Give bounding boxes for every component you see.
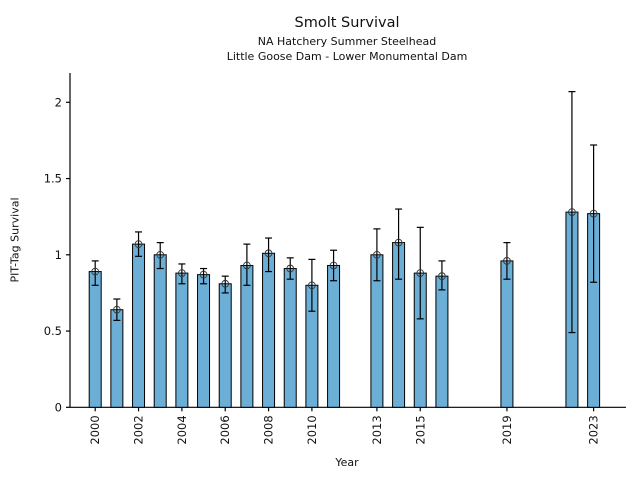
x-tick-label-2019: 2019 [500,415,514,444]
x-tick-label-2008: 2008 [262,415,276,444]
bar-2005 [197,274,211,408]
marker-2015 [416,269,425,277]
x-tick-label-2006: 2006 [218,415,232,444]
marker-2019 [503,257,511,265]
y-tick-label-0.5: 0.5 [44,324,62,338]
bar-2003 [153,254,167,408]
bar-2009 [283,268,297,408]
x-tick-label-2010: 2010 [305,415,319,444]
x-tick-label-2004: 2004 [175,415,189,444]
bar-2008 [262,252,276,408]
marker-2023 [589,209,598,218]
bar-2001 [110,309,124,408]
marker-2007 [243,261,251,270]
x-axis-title: Year [335,456,359,469]
marker-2014 [394,238,403,247]
bar-2011 [327,264,341,408]
marker-2002 [134,240,143,248]
marker-2013 [373,250,381,259]
marker-2006 [221,279,230,288]
x-tick-label-2000: 2000 [88,415,102,444]
bar-2002 [132,243,146,408]
chart-title: Smolt Survival [294,15,400,31]
marker-2001 [113,305,121,314]
marker-2009 [286,264,295,273]
marker-2016 [438,272,446,281]
x-tick-label-2002: 2002 [132,415,146,444]
y-tick-label-0: 0 [55,400,62,414]
y-tick-label-1.5: 1.5 [44,172,62,186]
marker-2022 [568,208,576,216]
y-tick-label-1: 1 [55,248,62,262]
bar-2007 [240,264,254,408]
marker-2004 [178,269,186,277]
marker-2008 [264,249,273,258]
marker-2011 [329,261,338,270]
bar-2000 [88,271,102,408]
x-tick-label-2023: 2023 [587,415,601,444]
bar-2016 [435,275,449,408]
chart-subtitle-line-2: Little Goose Dam - Lower Monumental Dam [226,50,468,63]
marker-2010 [308,281,316,290]
y-tick-label-2: 2 [55,95,62,109]
marker-2000 [91,267,100,276]
marker-2003 [156,250,165,259]
x-tick-label-2015: 2015 [413,415,427,444]
bar-2004 [175,272,189,408]
x-tick-label-2013: 2013 [370,415,384,444]
y-axis-title: PIT-Tag Survival [8,197,22,283]
bar-2006 [218,283,232,408]
marker-2005 [199,270,208,279]
bar-2019 [500,260,514,408]
chart-subtitle-line-1: NA Hatchery Summer Steelhead [257,35,437,48]
